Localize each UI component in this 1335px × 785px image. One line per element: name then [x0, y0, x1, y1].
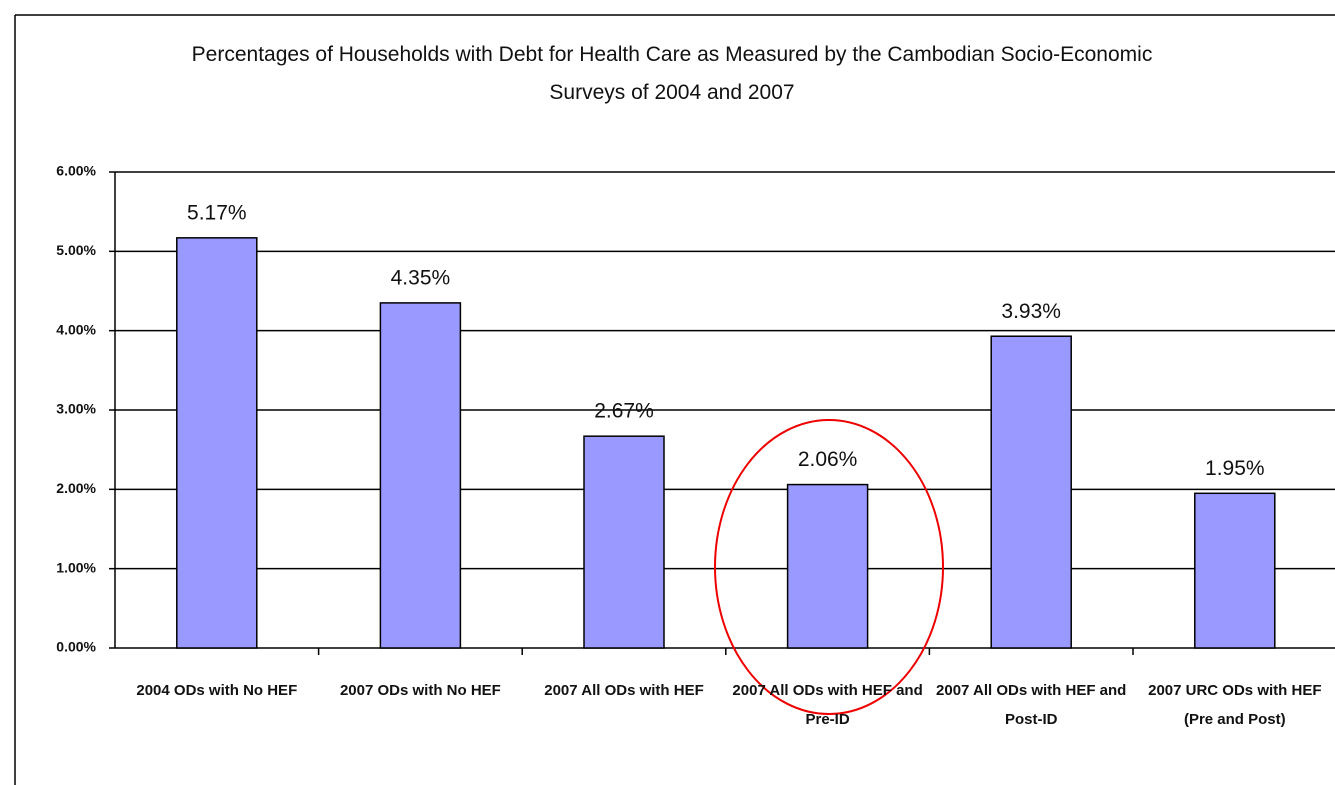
x-tick-label: 2007 All ODs with HEF and Pre-ID: [732, 682, 923, 728]
y-tick-label: 6.00%: [56, 163, 96, 179]
bar: [176, 237, 258, 649]
y-tick-label: 2.00%: [56, 480, 96, 496]
data-label: 2.67%: [594, 400, 654, 423]
data-label: 1.95%: [1205, 457, 1265, 480]
y-tick-label: 3.00%: [56, 401, 96, 417]
y-tick-label: 1.00%: [56, 559, 96, 575]
data-label: 5.17%: [187, 201, 247, 224]
data-label: 3.93%: [1001, 300, 1061, 323]
bar: [379, 302, 462, 649]
data-label: 4.35%: [391, 266, 451, 289]
bar: [583, 435, 665, 649]
chart-title: Percentages of Households with Debt for …: [191, 43, 1153, 104]
y-tick-label: 0.00%: [56, 639, 96, 655]
x-tick-label: 2007 ODs with No HEF: [339, 682, 501, 699]
y-tick-label: 4.00%: [56, 321, 96, 337]
bar: [1194, 492, 1276, 649]
highlight-ellipse: [714, 419, 944, 715]
x-tick-label: 2007 URC ODs with HEF (Pre and Post): [1148, 682, 1322, 728]
bar: [786, 483, 869, 649]
bar: [990, 335, 1072, 649]
y-tick-label: 5.00%: [56, 242, 96, 258]
x-tick-label: 2004 ODs with No HEF: [136, 682, 298, 699]
data-label: 2.06%: [798, 448, 858, 471]
x-tick-label: 2007 All ODs with HEF: [544, 682, 704, 699]
x-tick-label: 2007 All ODs with HEF and Post-ID: [936, 682, 1127, 728]
